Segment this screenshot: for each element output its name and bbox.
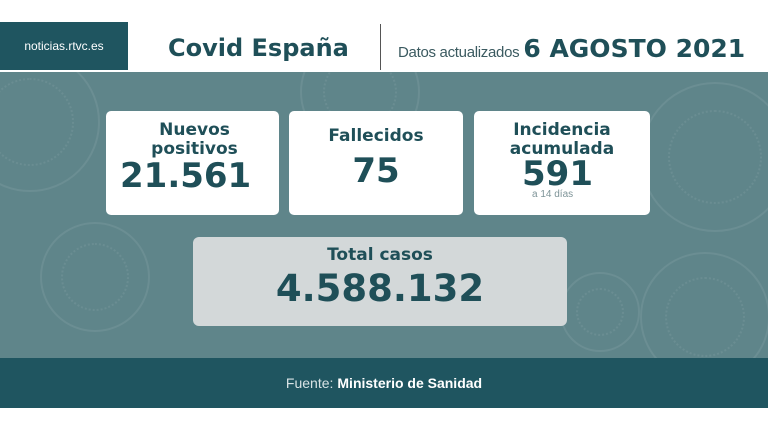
virus-decoration-icon — [640, 252, 768, 358]
header: noticias.rtvc.es Covid España Datos actu… — [0, 0, 768, 72]
incidence-card: Incidencia acumulada 591 a 14 días — [474, 111, 650, 215]
total-cases-label: Total casos — [327, 245, 433, 265]
header-divider — [380, 24, 381, 70]
virus-decoration-icon — [640, 82, 768, 232]
new-cases-label-2: positivos — [151, 139, 238, 159]
virus-decoration-icon — [40, 222, 150, 332]
new-cases-value: 21.561 — [120, 156, 252, 196]
page-title: Covid España — [168, 34, 349, 62]
total-cases-card: Total casos 4.588.132 — [193, 237, 567, 326]
deaths-card: Fallecidos 75 — [289, 111, 463, 215]
brand-logo[interactable]: noticias.rtvc.es — [0, 22, 128, 70]
virus-decoration-icon — [0, 72, 100, 192]
update-info: Datos actualizados 6 AGOSTO 2021 — [398, 34, 745, 63]
incidence-label-1: Incidencia — [513, 120, 611, 140]
stats-panel: Nuevos positivos 21.561 Fallecidos 75 In… — [0, 72, 768, 358]
incidence-value: 591 — [522, 154, 593, 194]
updated-date: 6 AGOSTO 2021 — [523, 34, 746, 63]
source-label: Fuente: — [285, 375, 334, 391]
deaths-value: 75 — [352, 151, 400, 191]
total-cases-value: 4.588.132 — [275, 267, 485, 310]
incidence-label-2: acumulada — [509, 139, 615, 159]
footer: Fuente: Ministerio de Sanidad — [0, 358, 768, 408]
incidence-note: a 14 días — [532, 189, 574, 200]
virus-decoration-icon — [560, 272, 640, 352]
updated-label: Datos actualizados — [398, 44, 520, 61]
new-cases-card: Nuevos positivos 21.561 — [106, 111, 279, 215]
source-value: Ministerio de Sanidad — [337, 375, 483, 391]
deaths-label: Fallecidos — [328, 126, 424, 146]
new-cases-label-1: Nuevos — [159, 120, 230, 140]
